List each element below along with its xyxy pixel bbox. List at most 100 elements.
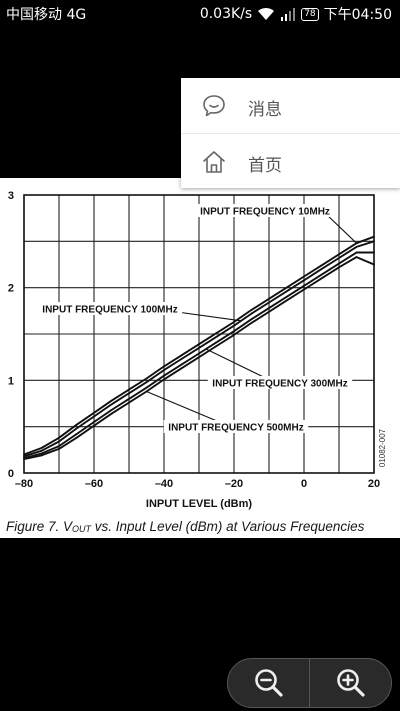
y-tick-label: 3 <box>8 190 14 202</box>
data-point <box>303 284 305 287</box>
data-point <box>40 447 43 449</box>
data-point <box>93 411 95 414</box>
data-point <box>285 286 288 289</box>
image-panel[interactable]: –80 –60 –40 –20 0 20 0 1 2 3 INPUT LEVEL (dBm) 0108… <box>0 178 400 538</box>
annotation-background <box>195 204 335 217</box>
data-point <box>145 377 148 380</box>
data-point <box>320 268 323 271</box>
data-point <box>285 290 288 293</box>
status-right: 0.03K/s 78 下午04:50 <box>200 4 392 24</box>
data-point <box>110 412 113 415</box>
data-point <box>373 235 375 238</box>
data-point <box>40 449 43 452</box>
x-tick-label: 0 <box>301 478 307 490</box>
data-point <box>75 423 78 426</box>
annotation-label: INPUT FREQUENCY 100MHz <box>42 305 177 316</box>
data-point <box>285 296 288 298</box>
data-point <box>75 436 78 439</box>
data-point <box>58 436 60 439</box>
data-point <box>320 277 323 280</box>
data-point <box>373 251 375 254</box>
annotation-label: INPUT FREQUENCY 500MHz <box>168 423 303 434</box>
data-point <box>198 343 200 346</box>
data-point <box>285 299 288 302</box>
x-tick-label: –20 <box>225 478 243 490</box>
data-point <box>250 321 253 324</box>
data-point <box>163 369 165 372</box>
data-point <box>233 321 235 323</box>
menu-item-messages[interactable]: 消息 <box>181 78 400 133</box>
data-point <box>338 262 340 265</box>
zoom-controls <box>227 658 392 708</box>
caption-prefix: Figure 7. V <box>6 519 73 534</box>
data-point <box>180 363 183 366</box>
data-point <box>93 424 95 427</box>
data-point <box>373 263 375 266</box>
zoom-out-button[interactable] <box>228 659 309 707</box>
data-point <box>268 301 270 304</box>
data-point <box>320 273 323 276</box>
data-point <box>268 297 270 300</box>
zoom-in-icon <box>336 669 365 697</box>
annotation-background <box>163 420 309 433</box>
data-point <box>303 279 305 282</box>
data-point <box>215 341 218 344</box>
data-point <box>23 455 25 458</box>
data-point <box>233 334 235 336</box>
data-point <box>75 427 78 430</box>
x-tick-label: –40 <box>155 478 173 490</box>
data-point <box>110 403 113 406</box>
data-point <box>58 448 60 450</box>
data-point <box>268 310 270 313</box>
data-point <box>180 358 183 360</box>
data-point <box>250 309 253 311</box>
data-point <box>110 409 113 411</box>
data-point <box>128 392 130 395</box>
data-point <box>233 330 235 333</box>
data-point <box>58 440 60 443</box>
data-point <box>355 245 358 248</box>
caption-suffix: vs. Input Level (dBm) at Various Frequen… <box>91 519 365 534</box>
data-point <box>23 453 25 456</box>
data-point <box>303 275 305 278</box>
net-speed: 0.03K/s <box>199 6 253 22</box>
menu-item-label: 首页 <box>248 156 282 176</box>
signal-icon <box>280 7 296 21</box>
status-bar: 中国移动 4G 0.03K/s 78 下午04:50 <box>0 0 400 26</box>
x-tick-label: –60 <box>85 478 103 490</box>
data-point <box>93 421 95 423</box>
plot-frame <box>23 194 375 474</box>
annotation-label: INPUT FREQUENCY 10MHz <box>200 207 330 218</box>
figure-caption: Figure 7. VOUT vs. Input Level (dBm) at … <box>6 519 364 534</box>
data-point <box>268 307 270 309</box>
y-tick-label: 2 <box>8 283 14 295</box>
data-point <box>198 356 200 359</box>
y-tick-label: 0 <box>8 468 14 480</box>
figure-id: 01082-007 <box>378 428 387 467</box>
menu-item-label: 消息 <box>248 100 282 120</box>
chat-bubble-icon <box>201 93 227 119</box>
menu-item-home[interactable]: 首页 <box>181 133 400 189</box>
data-point <box>250 312 253 315</box>
zoom-in-button[interactable] <box>309 659 391 707</box>
data-point <box>110 399 113 402</box>
data-point <box>128 388 130 391</box>
data-point <box>233 324 235 327</box>
data-point <box>58 445 60 448</box>
data-point <box>303 288 305 291</box>
x-tick-label: 20 <box>368 478 380 490</box>
wifi-icon <box>257 7 275 21</box>
data-point <box>75 433 78 435</box>
data-point <box>215 345 218 347</box>
data-point <box>40 452 43 455</box>
data-point <box>198 347 200 349</box>
data-point <box>198 352 200 355</box>
y-tick-label: 1 <box>8 375 14 387</box>
annotation-background <box>207 376 353 389</box>
data-point <box>215 332 218 334</box>
data-point <box>180 367 183 370</box>
battery-icon: 78 <box>301 7 319 21</box>
data-point <box>23 458 25 460</box>
data-point <box>40 454 43 457</box>
data-point <box>145 386 148 389</box>
